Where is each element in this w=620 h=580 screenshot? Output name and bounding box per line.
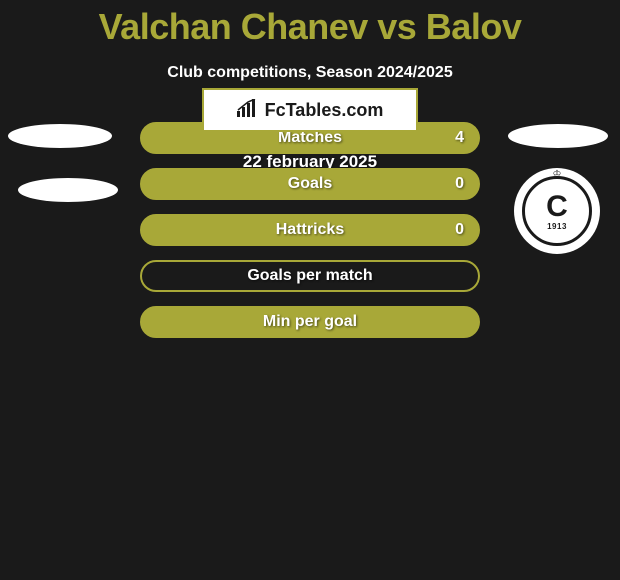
stats-bars: Matches4Goals0Hattricks0Goals per matchM… [140, 122, 480, 352]
right-decoration: ♔ C 1913 [508, 124, 608, 254]
club-badge: ♔ C 1913 [514, 168, 600, 254]
stat-label: Goals per match [247, 267, 372, 285]
stat-value: 0 [455, 175, 464, 193]
stat-value: 0 [455, 221, 464, 239]
left-blob-1 [8, 124, 112, 148]
stat-bar-goals-per-match: Goals per match [140, 260, 480, 292]
stat-label: Hattricks [276, 221, 344, 239]
brand-text: FcTables.com [265, 100, 384, 121]
chart-icon [237, 99, 259, 122]
stat-label: Min per goal [263, 313, 357, 331]
brand-box: FcTables.com [202, 88, 418, 132]
stat-label: Goals [288, 175, 332, 193]
crown-icon: ♔ [553, 169, 562, 180]
club-badge-inner: ♔ C 1913 [522, 176, 592, 246]
club-year: 1913 [547, 222, 567, 231]
stat-bar-min-per-goal: Min per goal [140, 306, 480, 338]
left-blob-2 [18, 178, 118, 202]
right-blob [508, 124, 608, 148]
left-decoration [8, 124, 118, 202]
page-title: Valchan Chanev vs Balov [0, 0, 620, 48]
stat-value: 4 [455, 129, 464, 147]
club-letter: C [546, 192, 568, 222]
stat-bar-hattricks: Hattricks 0 [140, 214, 480, 246]
stat-bar-goals: Goals 0 [140, 168, 480, 200]
subtitle: Club competitions, Season 2024/2025 [0, 64, 620, 82]
